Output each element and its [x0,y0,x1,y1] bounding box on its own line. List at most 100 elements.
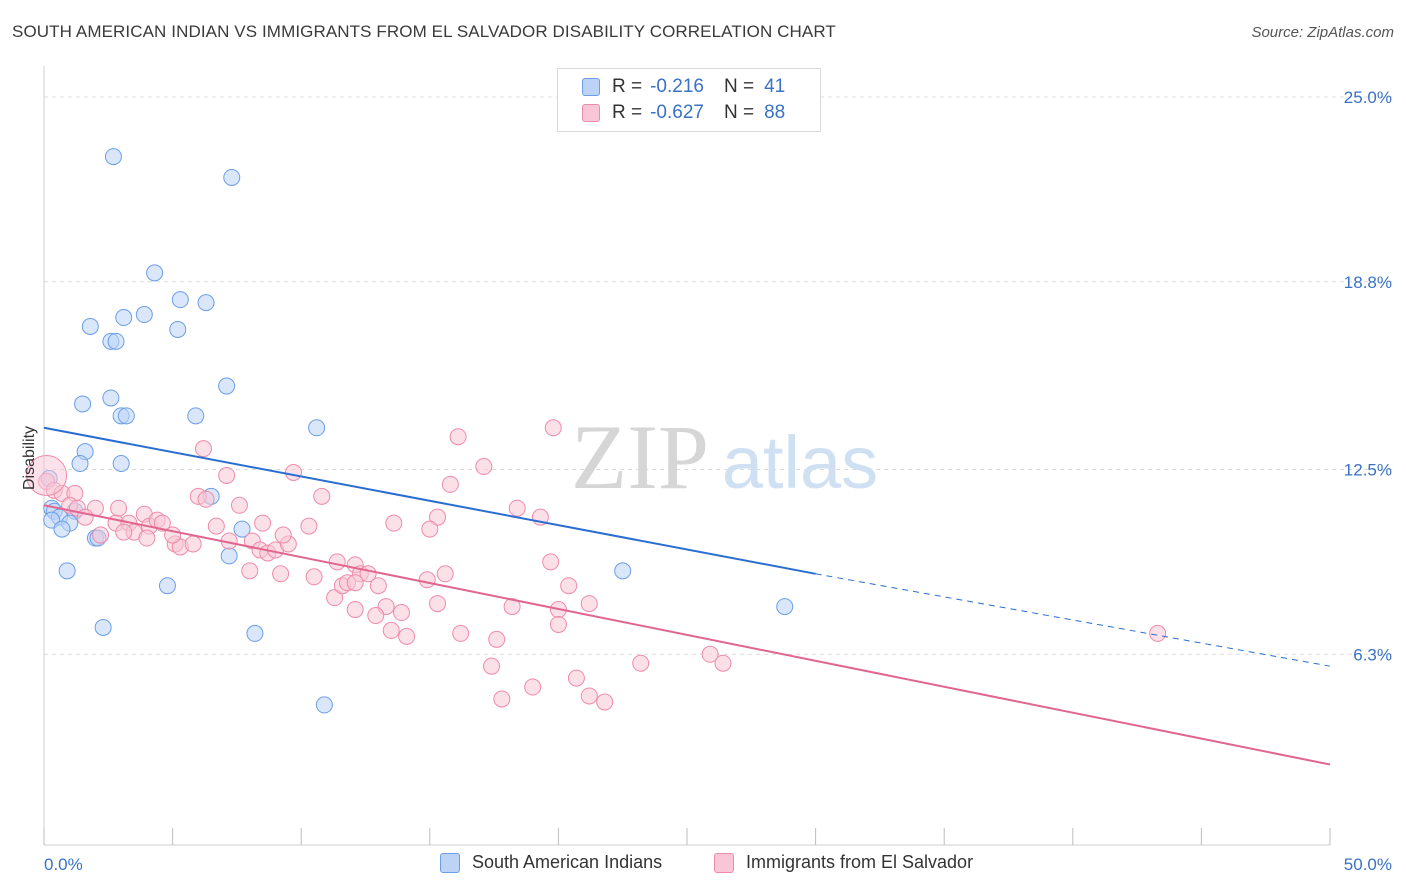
point-south-american-indian [107,332,125,350]
point-el-salvador-immigrant [398,627,416,645]
point-south-american-indian [74,395,92,413]
point-el-salvador-immigrant [452,624,470,642]
point-el-salvador-immigrant [230,496,248,514]
chart-source: Source: ZipAtlas.com [1251,24,1394,41]
point-el-salvador-immigrant [367,607,385,625]
axis-labels: 6.3% 12.5% 18.8% 25.0% 0.0% 50.0% Disability [21,88,1392,874]
x-tick-label: 0.0% [44,855,83,874]
point-el-salvador-immigrant [92,526,110,544]
watermark: ZIP atlas [571,406,878,508]
point-south-american-indian [218,377,236,395]
data-points [26,148,1167,714]
point-el-salvador-immigrant [580,595,598,613]
legend-row-immigrants-el-salvador: R = -0.627 N = 88 [582,101,785,125]
point-south-american-indian [171,291,189,309]
point-south-american-indian [53,520,71,538]
point-el-salvador-immigrant [714,654,732,672]
point-el-salvador-immigrant [346,574,364,592]
point-south-american-indian [187,407,205,425]
legend-r-label: R = [612,102,643,123]
point-el-salvador-immigrant [326,589,344,607]
point-el-salvador-immigrant [429,508,447,526]
point-el-salvador-immigrant [544,419,562,437]
trend-line-immigrants-el-salvador [43,504,1331,766]
point-south-american-indian [315,696,333,714]
point-south-american-indian [58,562,76,580]
point-el-salvador-immigrant [488,630,506,648]
point-south-american-indian [135,306,153,324]
point-el-salvador-immigrant [284,463,302,481]
legend-swatch-blue [582,78,600,96]
point-south-american-indian [308,419,326,437]
legend-r-value: -0.627 [650,102,704,123]
point-el-salvador-immigrant [254,514,272,532]
series-legend-label: Immigrants from El Salvador [746,852,974,872]
point-el-salvador-immigrant [194,440,212,458]
y-tick-label: 18.8% [1344,273,1392,292]
point-south-american-indian [158,577,176,595]
point-el-salvador-immigrant [475,458,493,476]
y-tick-label: 25.0% [1344,88,1392,107]
point-el-salvador-immigrant [115,523,133,541]
point-el-salvador-immigrant [429,595,447,613]
trend-lines [43,426,1331,766]
point-el-salvador-immigrant [580,687,598,705]
point-el-salvador-immigrant [421,520,439,538]
point-south-american-indian [776,598,794,616]
point-cluster-marker [26,454,68,496]
correlation-legend: R = -0.216 N = 41 R = -0.627 N = 88 [557,68,821,132]
point-el-salvador-immigrant [393,604,411,622]
point-el-salvador-immigrant [508,499,526,517]
point-south-american-indian [94,618,112,636]
point-el-salvador-immigrant [184,535,202,553]
legend-swatch-pink [582,104,600,122]
point-south-american-indian [81,317,99,335]
point-el-salvador-immigrant [305,568,323,586]
point-el-salvador-immigrant [596,693,614,711]
point-el-salvador-immigrant [382,621,400,639]
legend-n-value: 41 [764,76,786,97]
legend-n-label: N = [723,102,755,123]
point-el-salvador-immigrant [549,615,567,633]
point-el-salvador-immigrant [441,475,459,493]
series-legend-item-south-american-indians: South American Indians [440,852,662,873]
point-el-salvador-immigrant [567,669,585,687]
series-swatch-pink [714,852,734,873]
y-tick-label: 12.5% [1344,461,1392,480]
point-el-salvador-immigrant [503,598,521,616]
legend-n-label: N = [723,76,755,97]
chart-title: SOUTH AMERICAN INDIAN VS IMMIGRANTS FROM… [12,22,836,41]
point-el-salvador-immigrant [207,517,225,535]
point-south-american-indian [112,455,130,473]
point-south-american-indian [169,320,187,338]
point-south-american-indian [146,264,164,282]
series-legend-item-immigrants-el-salvador: Immigrants from El Salvador [714,852,973,873]
point-el-salvador-immigrant [241,562,259,580]
x-tick-label: 50.0% [1344,855,1392,874]
point-el-salvador-immigrant [385,514,403,532]
point-el-salvador-immigrant [346,601,364,619]
point-south-american-indian [246,624,264,642]
point-south-american-indian [197,294,215,312]
point-el-salvador-immigrant [274,526,292,544]
point-el-salvador-immigrant [369,577,387,595]
point-el-salvador-immigrant [483,657,501,675]
watermark-atlas: atlas [722,421,878,504]
trend-line-south-american-indians [43,426,816,575]
point-el-salvador-immigrant [138,529,156,547]
point-south-american-indian [220,547,238,565]
legend-n-value: 88 [764,102,786,123]
legend-r-value: -0.216 [650,76,704,97]
point-el-salvador-immigrant [110,499,128,517]
point-south-american-indian [223,168,241,186]
series-legend: South American Indians Immigrants from E… [0,852,1406,878]
point-el-salvador-immigrant [560,577,578,595]
y-axis-label: Disability [21,426,38,490]
point-south-american-indian [614,562,632,580]
point-el-salvador-immigrant [218,466,236,484]
point-south-american-indian [104,148,122,166]
point-el-salvador-immigrant [300,517,318,535]
point-south-american-indian [71,455,89,473]
series-legend-label: South American Indians [472,852,663,872]
